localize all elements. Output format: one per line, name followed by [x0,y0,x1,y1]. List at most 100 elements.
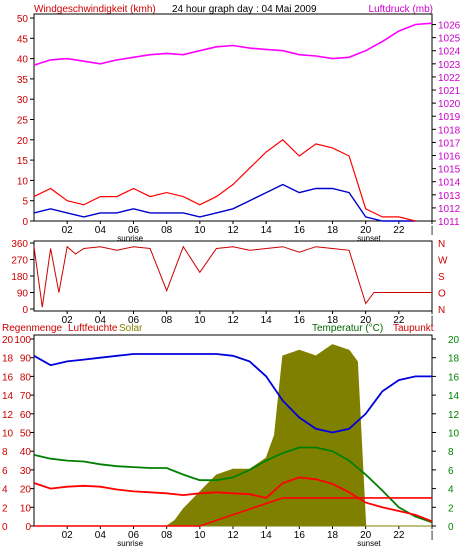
pressure-y-tick-label: 1026 [438,21,461,32]
humidity-label: Luftfeuchte [68,323,118,334]
p3-x-tick-label: 22 [393,530,405,541]
rain-y-tick-label: 18 [2,354,14,365]
pressure-y-tick-label: 1024 [438,47,461,58]
wind-y-tick-label: 40 [17,55,29,66]
pressure-line [33,22,433,66]
p2-x-tick-label: 06 [128,315,140,326]
direction-y-tick-label: 180 [11,272,28,283]
wind-y-tick-label: 35 [17,75,29,86]
humidity-y-tick-label: 60 [20,410,32,421]
p2-x-tick-label: 22 [393,315,405,326]
pressure-y-tick-label: 1015 [438,165,461,176]
p1-x-tick-label: 08 [161,225,173,236]
wind-y-tick-label: 15 [17,156,29,167]
p2-x-tick-label: 12 [227,315,239,326]
wind-y-tick-label: 5 [22,197,28,208]
rain-y-tick-label: 16 [2,372,14,383]
p2-x-tick-label: 10 [194,315,206,326]
wind-y-tick-label: 30 [17,95,29,106]
humidity-y-tick-label: 50 [20,429,32,440]
rain-y-tick-label: 14 [2,391,14,402]
temperature-y-tick-label: 8 [448,447,454,458]
wind-direction-plot-frame [33,240,433,312]
solar-label: Solar [119,323,143,334]
wind-y-tick-label: 20 [17,136,29,147]
compass-label: N [438,305,445,316]
p1-x-tick-label: 02 [62,225,74,236]
pressure-y-tick-label: 1013 [438,191,461,202]
pressure-y-tick-label: 1022 [438,73,461,84]
temperature-y-tick-label: 4 [448,485,454,496]
pressure-y-tick-label: 1011 [438,217,460,228]
compass-label: N [438,239,445,250]
p2-x-tick-label: 02 [62,315,74,326]
rain-y-tick-label: 8 [2,447,8,458]
rain-y-tick-label: 12 [2,410,14,421]
p1-x-tick-label: 20 [360,225,372,236]
wind-y-tick-label: 25 [17,116,29,127]
rain-total-line [34,497,432,527]
temperature-y-tick-label: 10 [448,429,460,440]
dewpoint-label: Taupunkt [393,323,434,334]
rain-y-tick-label: 10 [2,429,14,440]
temperature-y-tick-label: 12 [448,410,460,421]
humidity-y-tick-label: 100 [14,335,31,346]
humidity-y-tick-label: 20 [20,485,32,496]
p1-x-tick-label: 12 [227,225,239,236]
p2-x-tick-label: 20 [360,315,372,326]
pressure-y-tick-label: 1016 [438,152,461,163]
p1-x-tick-label: 04 [95,225,107,236]
pressure-y-tick-label: 1019 [438,112,461,123]
p3-x-tick-label: | [431,530,434,541]
p3-x-tick-label: 02 [62,530,74,541]
p3-x-tick-label: 14 [261,530,273,541]
pressure-y-tick-label: 1017 [438,138,461,149]
rain-y-tick-label: 20 [2,335,14,346]
rain-y-tick-label: 0 [2,522,8,533]
rain-y-tick-label: 2 [2,503,8,514]
p3-x-tick-label: 04 [95,530,107,541]
temperature-y-tick-label: 16 [448,372,460,383]
temperature-label: Temperatur (°C) [312,323,383,334]
pressure-y-tick-label: 1014 [438,178,461,189]
temperature-y-tick-label: 2 [448,503,454,514]
direction-y-tick-label: 90 [17,289,29,300]
p3-x-tick-label: 10 [194,530,206,541]
humidity-y-tick-label: 0 [25,522,31,533]
rain-label: Regenmenge [2,323,62,334]
temperature-y-tick-label: 0 [448,522,454,533]
temperature-y-tick-label: 18 [448,354,460,365]
p2-x-tick-label: 08 [161,315,173,326]
p1-x-tick-label: 06 [128,225,140,236]
solar-area [34,344,432,527]
p3-x-tick-label: 08 [161,530,173,541]
p3-x-tick-label: 18 [327,530,339,541]
compass-label: O [438,289,446,300]
dewpoint-line [33,476,433,523]
wind-y-tick-label: 0 [22,217,28,228]
direction-y-tick-label: 0 [22,305,28,316]
p2-x-tick-label: 18 [327,315,339,326]
wind-y-tick-label: 10 [17,176,29,187]
wind-speed-title: Windgeschwindigkeit (kmh) [34,4,156,15]
p2-x-tick-label: 14 [261,315,273,326]
humidity-line [33,353,432,434]
wind-y-tick-label: 50 [17,14,29,25]
rain-y-tick-label: 4 [2,485,8,496]
p1-x-tick-label: 14 [261,225,273,236]
compass-label: S [438,272,445,283]
p1-sunset-label: sunset [357,234,381,243]
p3-sunset-label: sunset [357,539,381,548]
p2-x-tick-label: | [431,315,434,326]
wind-speed-line [33,183,416,222]
p3-x-tick-label: 16 [294,530,306,541]
p2-x-tick-label: 16 [294,315,306,326]
direction-y-tick-label: 270 [11,256,28,267]
pressure-y-tick-label: 1021 [438,86,461,97]
p1-sunrise-label: sunrise [117,234,143,243]
temperature-y-tick-label: 14 [448,391,460,402]
p1-x-tick-label: 10 [194,225,206,236]
humidity-y-tick-label: 30 [20,466,32,477]
wind-gust-line [33,139,416,222]
